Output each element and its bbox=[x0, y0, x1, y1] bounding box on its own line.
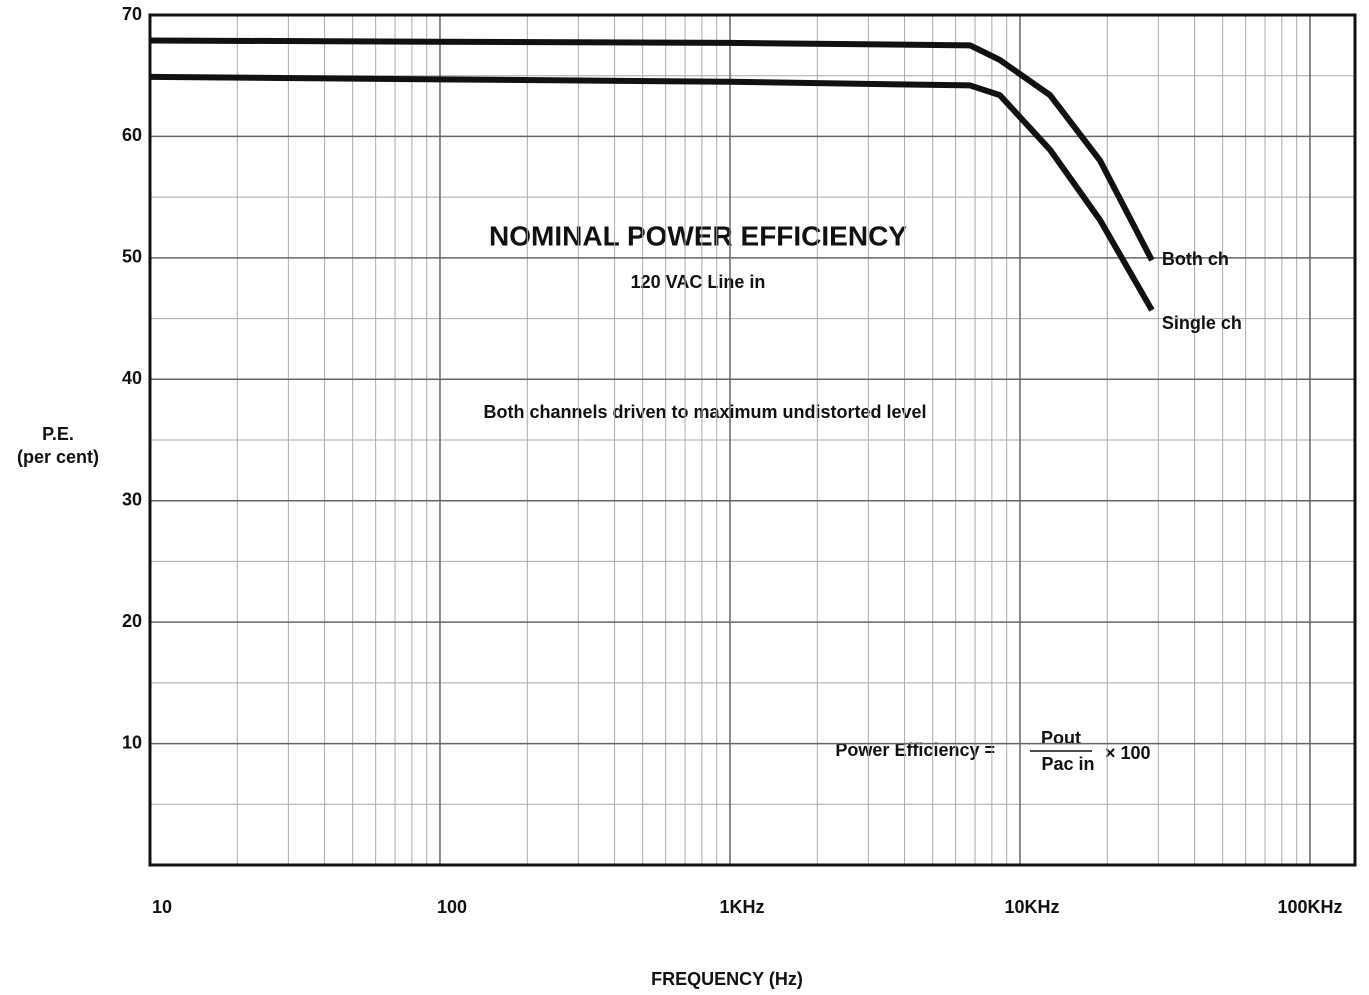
x-tick-label: 10 bbox=[152, 897, 172, 917]
annotation: × 100 bbox=[1105, 743, 1151, 763]
annotation: Both channels driven to maximum undistor… bbox=[483, 402, 926, 422]
chart-title: NOMINAL POWER EFFICIENCY bbox=[489, 220, 907, 251]
y-tick-label: 70 bbox=[122, 4, 142, 24]
series-label: Single ch bbox=[1162, 313, 1242, 333]
y-tick-label: 40 bbox=[122, 368, 142, 388]
y-tick-label: 30 bbox=[122, 489, 142, 509]
y-tick-label: 10 bbox=[122, 732, 142, 752]
y-tick-label: 20 bbox=[122, 611, 142, 631]
series-label: Both ch bbox=[1162, 249, 1229, 269]
annotation: Pout bbox=[1041, 728, 1081, 748]
x-axis-label: FREQUENCY (Hz) bbox=[651, 969, 803, 989]
series-line bbox=[149, 73, 1155, 312]
x-tick-label: 100KHz bbox=[1277, 897, 1342, 917]
x-tick-label: 10KHz bbox=[1004, 897, 1059, 917]
x-tick-label: 100 bbox=[437, 897, 467, 917]
x-tick-label: 1KHz bbox=[719, 897, 764, 917]
series-line bbox=[149, 37, 1155, 262]
y-axis-label: (per cent) bbox=[17, 447, 99, 467]
annotation: Power Efficiency = bbox=[835, 740, 995, 760]
y-axis-label: P.E. bbox=[42, 424, 74, 444]
chart-subtitle: 120 VAC Line in bbox=[631, 272, 766, 292]
y-tick-label: 60 bbox=[122, 125, 142, 145]
plot-frame bbox=[148, 13, 1357, 867]
y-tick-label: 50 bbox=[122, 247, 142, 267]
annotation: Pac in bbox=[1041, 754, 1094, 774]
